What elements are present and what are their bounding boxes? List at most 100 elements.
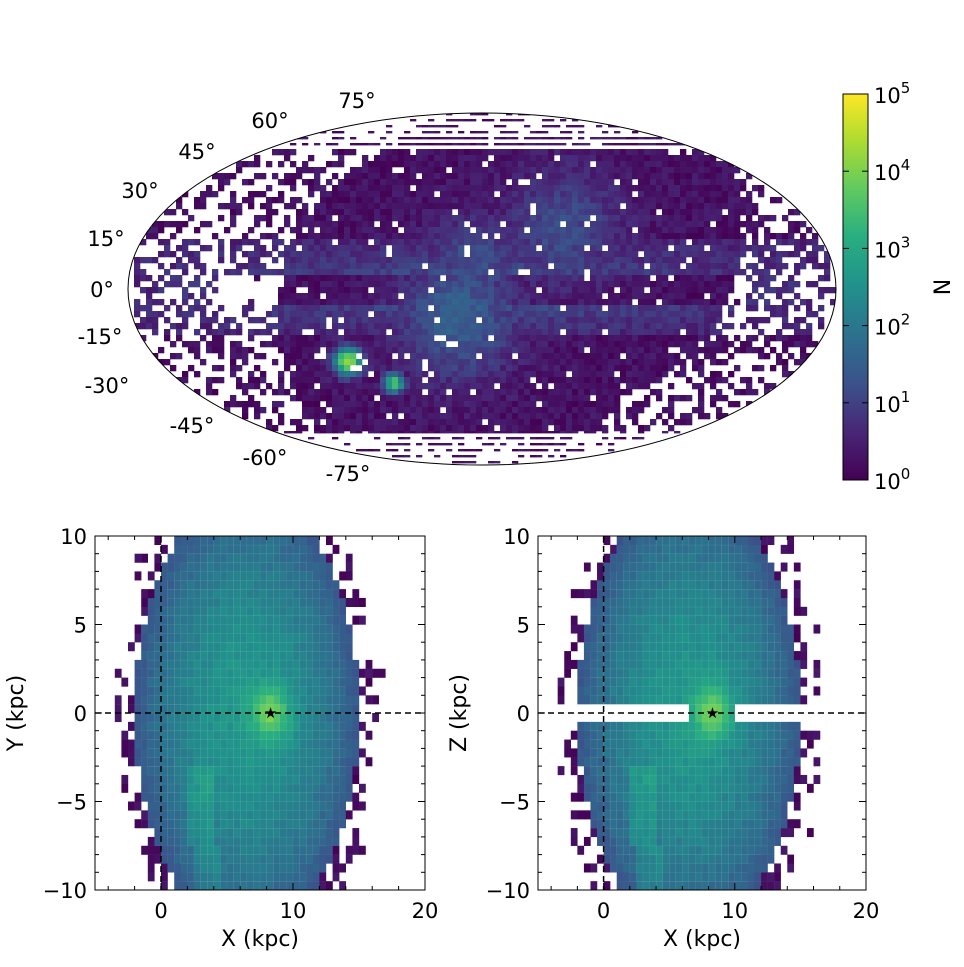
- sky-map-cell: [428, 221, 434, 227]
- sky-map-cell: [458, 197, 464, 203]
- sky-map-cell: [542, 287, 548, 293]
- sky-map-cell: [506, 395, 512, 401]
- sky-map-cell: [494, 407, 500, 413]
- sky-map-cell: [758, 251, 764, 257]
- sky-map-cell: [698, 281, 704, 287]
- sky-map-cell: [380, 209, 386, 215]
- sky-map-cell: [680, 227, 686, 233]
- sky-map-cell: [482, 299, 488, 305]
- sky-map-cell: [368, 179, 374, 185]
- sky-map-cell: [452, 437, 458, 439]
- sky-map-cell: [512, 299, 518, 305]
- sky-map-cell: [566, 131, 572, 133]
- sky-map-cell: [212, 317, 218, 323]
- sky-map-cell: [428, 245, 434, 251]
- sky-map-cell: [578, 167, 584, 173]
- sky-map-cell: [362, 305, 368, 311]
- sky-map-cell: [578, 425, 584, 431]
- sky-map-cell: [422, 257, 428, 263]
- heatmap-cell: [201, 863, 208, 872]
- heatmap-cell: [174, 784, 181, 793]
- heatmap-cell: [273, 828, 280, 837]
- sky-map-cell: [362, 311, 368, 317]
- sky-map-cell: [182, 221, 188, 227]
- sky-map-cell: [386, 431, 392, 433]
- sky-map-cell: [536, 413, 542, 419]
- sky-map-cell: [554, 389, 560, 395]
- sky-map-cell: [326, 305, 332, 311]
- sky-map-cell: [512, 365, 518, 371]
- sky-map-cell: [458, 119, 464, 121]
- heatmap-cell: [280, 828, 287, 837]
- sky-map-cell: [590, 155, 596, 161]
- sky-map-cell: [314, 173, 320, 179]
- sky-map-cell: [356, 317, 362, 323]
- heatmap-cell: [214, 863, 221, 872]
- sky-map-cell: [308, 371, 314, 377]
- heatmap-cell: [273, 863, 280, 872]
- sky-map-cell: [392, 263, 398, 269]
- sky-map-cell: [410, 377, 416, 383]
- sky-map-cell: [506, 185, 512, 191]
- sky-map-cell: [470, 191, 476, 197]
- sky-map-cell: [530, 197, 536, 203]
- sky-map-cell: [362, 269, 368, 275]
- heatmap-cell: [168, 660, 175, 669]
- sky-map-cell: [224, 227, 230, 233]
- sky-map-cell: [782, 359, 788, 365]
- sky-map-cell: [194, 227, 200, 233]
- sky-map-cell: [776, 233, 782, 239]
- sky-map-cell: [488, 239, 494, 245]
- sky-map-cell: [422, 149, 428, 155]
- sky-map-cell: [668, 239, 674, 245]
- sky-map-cell: [554, 281, 560, 287]
- sky-map-cell: [560, 287, 566, 293]
- sky-map-cell: [344, 197, 350, 203]
- sky-map-cell: [188, 215, 194, 221]
- heatmap-cell: [273, 757, 280, 766]
- sky-map-cell: [416, 185, 422, 191]
- sky-map-cell: [560, 335, 566, 341]
- sky-map-cell: [512, 197, 518, 203]
- sky-map-cell: [650, 155, 656, 161]
- sky-map-cell: [398, 251, 404, 257]
- sky-map-cell: [194, 251, 200, 257]
- sky-map-cell: [722, 323, 728, 329]
- sky-map-cell: [308, 245, 314, 251]
- heatmap-cell: [273, 766, 280, 775]
- sky-map-cell: [416, 431, 422, 433]
- sky-map-cell: [218, 203, 224, 209]
- sky-map-cell: [344, 305, 350, 311]
- sky-map-cell: [332, 281, 338, 287]
- sky-map-cell: [560, 137, 566, 139]
- sky-map-cell: [248, 251, 254, 257]
- sky-map-cell: [638, 269, 644, 275]
- sky-map-cell: [452, 197, 458, 203]
- sky-map-cell: [428, 383, 434, 389]
- sky-map-cell: [374, 407, 380, 413]
- sky-map-cell: [428, 173, 434, 179]
- sky-map-cell: [506, 275, 512, 281]
- sky-map-cell: [398, 347, 404, 353]
- heatmap-cell: [214, 695, 221, 704]
- heatmap-cell: [207, 554, 214, 563]
- sky-map-cell: [302, 413, 308, 419]
- sky-map-cell: [668, 365, 674, 371]
- sky-map-cell: [620, 167, 626, 173]
- sky-map-cell: [272, 335, 278, 341]
- sky-map-cell: [554, 299, 560, 305]
- sky-map-cell: [446, 179, 452, 185]
- sky-map-cell: [494, 263, 500, 269]
- sky-map-cell: [428, 209, 434, 215]
- sky-map-cell: [284, 257, 290, 263]
- sky-map-cell: [698, 323, 704, 329]
- sky-map-cell: [662, 245, 668, 251]
- sky-map-cell: [386, 239, 392, 245]
- sky-map-cell: [734, 251, 740, 257]
- sky-map-cell: [746, 191, 752, 197]
- sky-map-cell: [692, 155, 698, 161]
- sky-map-cell: [368, 191, 374, 197]
- sky-map-cell: [686, 275, 692, 281]
- sky-map-cell: [602, 389, 608, 395]
- heatmap-cell: [141, 731, 148, 740]
